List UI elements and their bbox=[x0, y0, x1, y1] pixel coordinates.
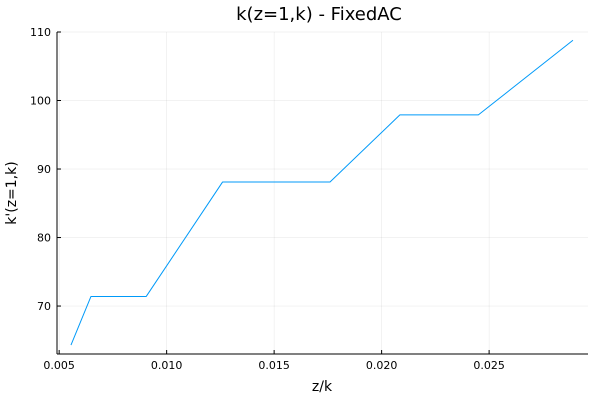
x-axis-label: z/k bbox=[312, 379, 333, 395]
grid bbox=[57, 31, 588, 354]
x-tick-label: 0.015 bbox=[258, 359, 290, 372]
y-tick-label: 80 bbox=[37, 232, 51, 245]
y-axis-label: k'(z=1,k) bbox=[4, 161, 20, 224]
x-tick-label: 0.005 bbox=[43, 359, 75, 372]
x-tick-label: 0.020 bbox=[366, 359, 398, 372]
chart-title: k(z=1,k) - FixedAC bbox=[236, 4, 402, 25]
x-tick-label: 0.010 bbox=[151, 359, 183, 372]
y-tick-label: 90 bbox=[37, 163, 51, 176]
y-tick-label: 110 bbox=[30, 26, 51, 39]
y-tick-label: 100 bbox=[30, 95, 51, 108]
x-tick-label: 0.025 bbox=[473, 359, 505, 372]
series-line bbox=[70, 39, 574, 346]
ticks: 0.005 0.010 0.015 0.020 0.025 70 80 90 100 110 bbox=[30, 26, 505, 372]
y-tick-label: 70 bbox=[37, 300, 51, 313]
series bbox=[70, 39, 574, 346]
